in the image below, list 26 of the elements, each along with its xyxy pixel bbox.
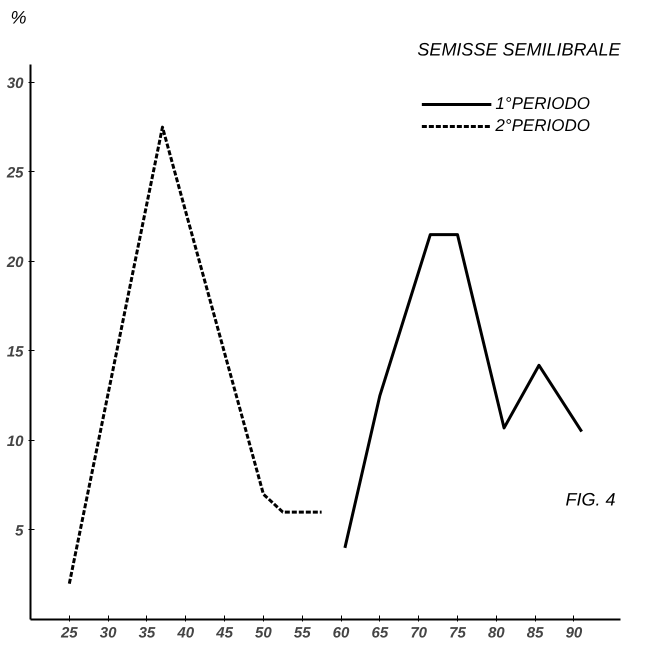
legend-label: 2°PERIODO [495, 116, 590, 136]
x-tick-label: 40 [176, 624, 195, 642]
x-tick-label: 35 [138, 624, 156, 642]
x-tick-label: 70 [410, 624, 428, 642]
y-tick-label: 25 [6, 164, 24, 182]
y-tick-label: 30 [6, 74, 24, 92]
x-tick-label: 75 [449, 624, 466, 642]
x-tick-label: 25 [60, 624, 78, 642]
x-tick-label: 90 [566, 624, 583, 642]
x-tick-label: 85 [526, 624, 544, 642]
x-tick-label: 80 [488, 624, 506, 642]
y-tick-label: 10 [6, 432, 24, 450]
line-series [68, 126, 324, 586]
legend-label: 1°PERIODO [495, 94, 590, 114]
x-tick-label: 50 [255, 624, 272, 642]
annotation: FIG. 4 [565, 490, 616, 510]
chart-title: SEMISSE SEMILIBRALE [417, 40, 622, 60]
x-tick-label: 45 [215, 624, 234, 642]
x-tick-label: 30 [100, 624, 118, 642]
x-tick-label: 55 [294, 624, 312, 642]
y-tick-label: 20 [6, 254, 24, 271]
x-tick-label: 60 [332, 624, 350, 642]
y-tick-label: 5 [15, 522, 24, 540]
y-tick-label: 15 [6, 343, 24, 360]
y-axis-title: % [10, 8, 27, 28]
x-tick-label: 65 [372, 624, 389, 642]
